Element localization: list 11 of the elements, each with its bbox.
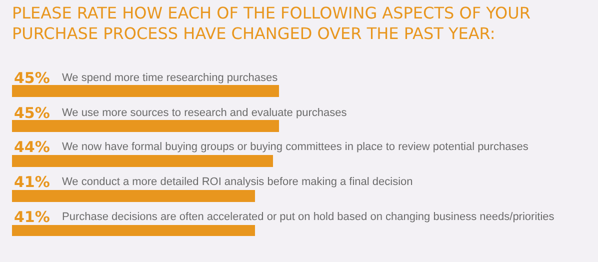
data-label: 41% — [14, 173, 50, 191]
data-label: 44% — [14, 138, 50, 156]
y-tick-label: We conduct a more detailed ROI analysis before making a final decision — [62, 176, 413, 188]
y-tick-label: Purchase decisions are often accelerated or put on hold based on changing business needs/priorities — [62, 211, 555, 223]
y-tick-label: We now have formal buying groups or buying committees in place to review potential purchases — [62, 141, 529, 153]
y-tick-label: We spend more time researching purchases — [62, 72, 278, 84]
data-label: 45% — [14, 69, 50, 87]
chart-title: PLEASE RATE HOW EACH OF THE FOLLOWING ASPECTS OF YOUR PURCHASE PROCESS HAVE CHANGED OVER THE PAST YEAR: — [12, 3, 530, 44]
data-label: 45% — [14, 104, 50, 122]
y-tick-label: We use more sources to research and evaluate purchases — [62, 107, 348, 119]
data-label: 41% — [14, 208, 50, 226]
